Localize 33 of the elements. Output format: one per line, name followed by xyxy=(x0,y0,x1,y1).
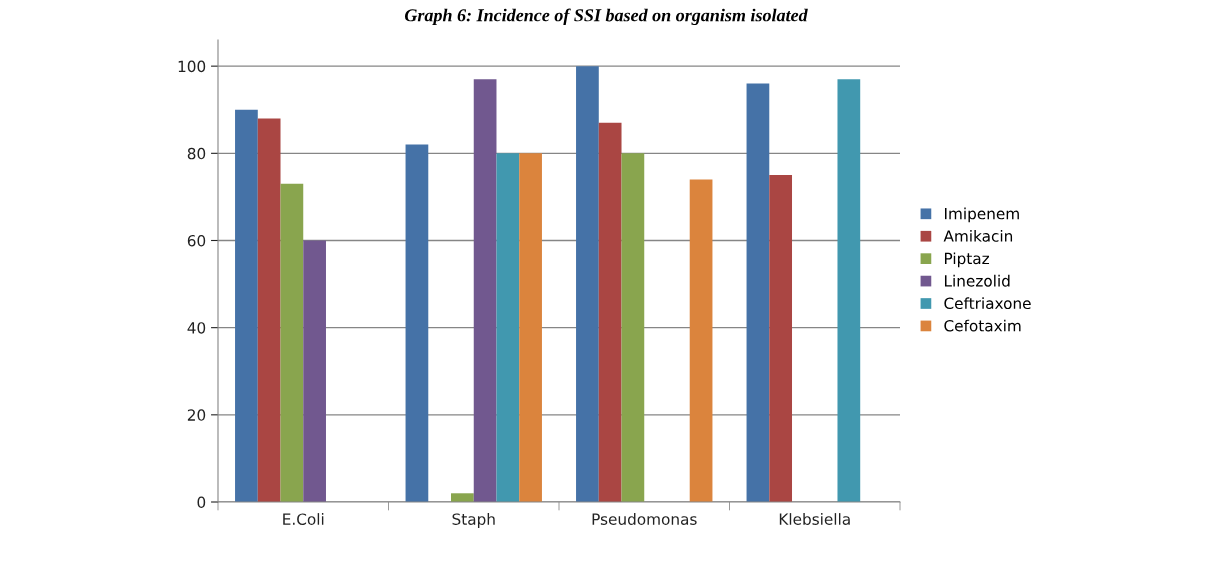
bar xyxy=(405,144,429,502)
legend-label: Ceftriaxone xyxy=(944,297,1031,310)
x-tick-label: E.Coli xyxy=(283,513,324,525)
y-tick-label: 20 xyxy=(187,409,206,421)
x-tick-label: Klebsiella xyxy=(779,513,850,525)
bar xyxy=(235,109,258,502)
bar xyxy=(576,66,599,502)
y-tick-label: 80 xyxy=(187,147,206,160)
bar xyxy=(689,179,713,502)
legend-label: Amikacin xyxy=(943,229,1013,242)
bar xyxy=(598,122,622,502)
legend-label: Imipenem xyxy=(944,207,1019,223)
bar xyxy=(451,493,474,502)
bar xyxy=(257,118,281,502)
bar xyxy=(837,79,861,502)
bar xyxy=(280,183,304,502)
bar xyxy=(473,79,497,502)
y-tick-label: 0 xyxy=(197,496,206,509)
legend-label: Cefotaxim xyxy=(944,319,1021,332)
bar xyxy=(519,153,542,502)
bar xyxy=(746,83,770,502)
y-tick-label: 40 xyxy=(187,322,206,334)
y-tick-label: 60 xyxy=(187,234,206,247)
bar xyxy=(303,240,326,502)
chart-title: Graph 6: Incidence of SSI based on organism isolated xyxy=(404,8,808,26)
bar xyxy=(769,175,793,502)
legend-label: Piptaz xyxy=(944,252,990,268)
bar xyxy=(621,153,645,502)
bar xyxy=(496,153,520,502)
x-tick-label: Pseudomonas xyxy=(592,513,697,525)
legend-label: Linezolid xyxy=(944,274,1010,287)
x-tick-label: Staph xyxy=(452,513,495,528)
y-tick-label: 100 xyxy=(178,60,206,73)
